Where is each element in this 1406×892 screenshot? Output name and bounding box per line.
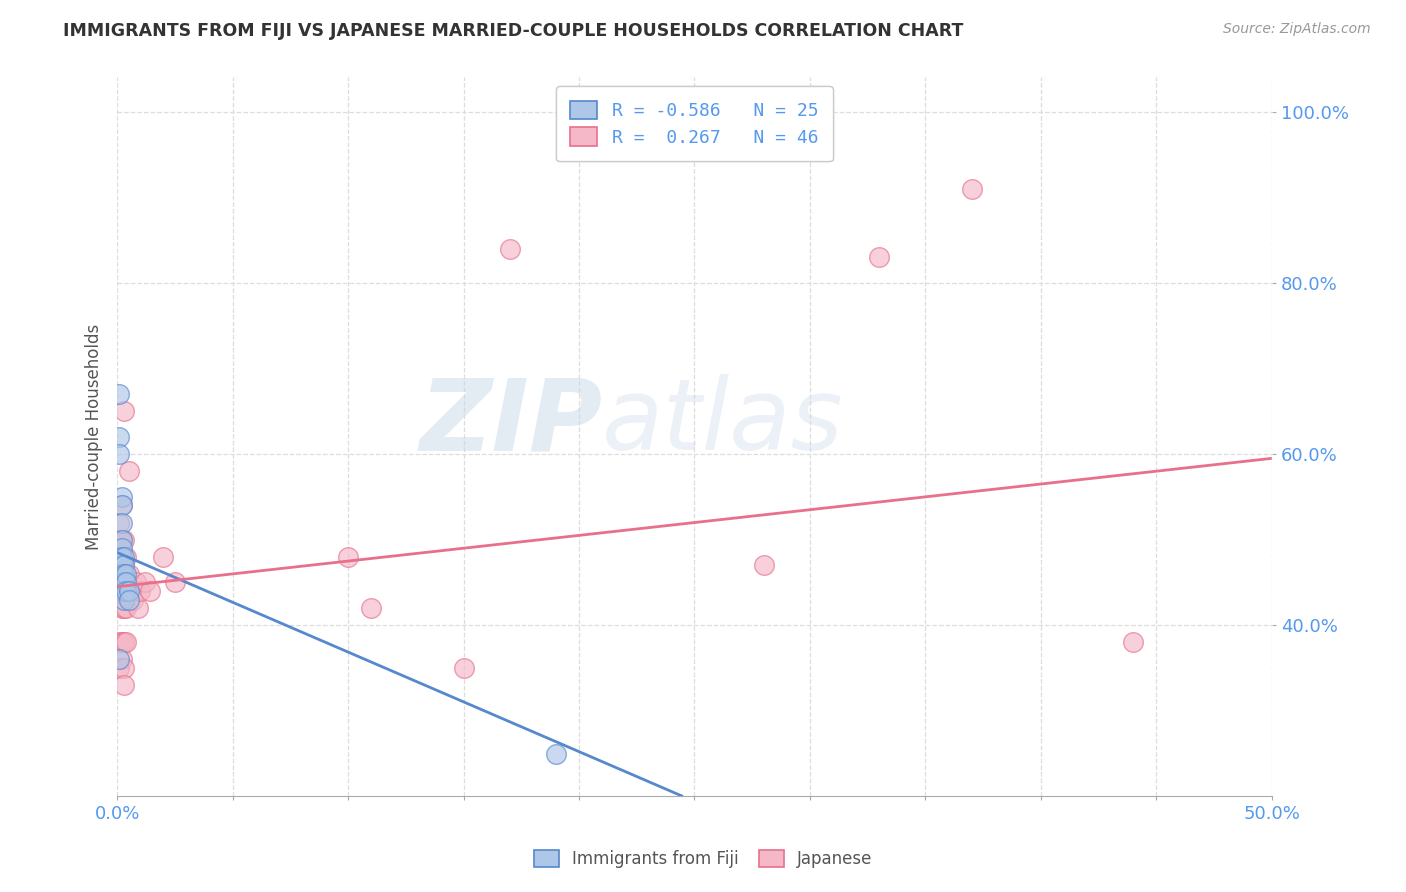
Point [111, 549, 134, 564]
Y-axis label: Married-couple Households: Married-couple Households [86, 324, 103, 550]
Point [129, 584, 152, 599]
Point [868, 250, 890, 264]
Point [111, 635, 134, 649]
Text: ZIP: ZIP [419, 374, 602, 471]
Point [111, 490, 134, 504]
Point [138, 584, 160, 599]
Point [112, 575, 135, 590]
Point [112, 592, 135, 607]
Point [111, 584, 134, 599]
Point [122, 592, 145, 607]
Point [120, 584, 142, 599]
Point [118, 584, 141, 599]
Point [112, 661, 135, 675]
Point [544, 747, 567, 761]
Point [111, 549, 134, 564]
Point [112, 678, 135, 692]
Point [111, 533, 134, 547]
Point [112, 566, 135, 581]
Point [115, 584, 138, 599]
Text: IMMIGRANTS FROM FIJI VS JAPANESE MARRIED-COUPLE HOUSEHOLDS CORRELATION CHART: IMMIGRANTS FROM FIJI VS JAPANESE MARRIED… [63, 22, 963, 40]
Point [111, 601, 134, 615]
Point [108, 387, 131, 401]
Point [112, 549, 135, 564]
Point [112, 584, 135, 599]
Point [499, 242, 522, 256]
Point [111, 533, 134, 547]
Point [112, 558, 135, 573]
Point [111, 575, 134, 590]
Legend: Immigrants from Fiji, Japanese: Immigrants from Fiji, Japanese [526, 842, 880, 877]
Point [752, 558, 775, 573]
Point [112, 584, 135, 599]
Point [115, 566, 138, 581]
Point [108, 516, 131, 530]
Point [112, 558, 135, 573]
Point [108, 592, 131, 607]
Point [108, 566, 131, 581]
Point [152, 549, 174, 564]
Point [108, 661, 131, 675]
Point [108, 447, 131, 461]
Point [1122, 635, 1144, 649]
Text: atlas: atlas [602, 374, 844, 471]
Point [108, 635, 131, 649]
Point [115, 584, 138, 599]
Point [134, 575, 156, 590]
Point [112, 533, 135, 547]
Point [108, 430, 131, 444]
Point [163, 575, 186, 590]
Legend: R = -0.586   N = 25, R =  0.267   N = 46: R = -0.586 N = 25, R = 0.267 N = 46 [555, 87, 832, 161]
Point [111, 566, 134, 581]
Point [108, 652, 131, 666]
Point [453, 661, 475, 675]
Point [118, 464, 141, 478]
Point [124, 575, 146, 590]
Point [337, 549, 360, 564]
Point [108, 584, 131, 599]
Point [111, 541, 134, 556]
Point [127, 601, 149, 615]
Point [360, 601, 382, 615]
Point [112, 601, 135, 615]
Point [118, 592, 141, 607]
Point [111, 499, 134, 513]
Point [118, 566, 141, 581]
Point [960, 182, 983, 196]
Point [111, 652, 134, 666]
Point [115, 549, 138, 564]
Point [111, 566, 134, 581]
Point [111, 558, 134, 573]
Point [112, 404, 135, 418]
Point [112, 635, 135, 649]
Point [115, 575, 138, 590]
Point [108, 533, 131, 547]
Text: Source: ZipAtlas.com: Source: ZipAtlas.com [1223, 22, 1371, 37]
Point [111, 499, 134, 513]
Point [115, 601, 138, 615]
Point [111, 516, 134, 530]
Point [115, 635, 138, 649]
